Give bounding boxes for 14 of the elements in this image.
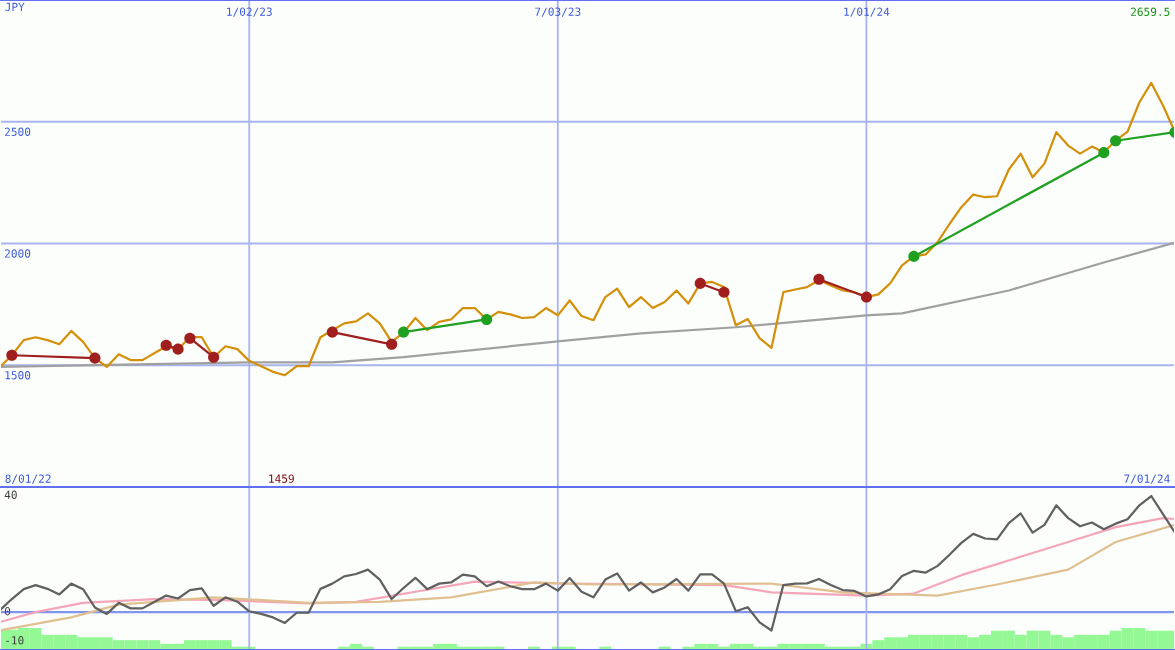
y-tick-label: -10 xyxy=(6,636,24,645)
annotation: 8/01/22 xyxy=(5,474,51,484)
y-tick-label: 0 xyxy=(4,607,11,616)
y-tick-label: 1500 xyxy=(5,371,31,380)
x-tick-label: 7/03/23 xyxy=(535,7,581,17)
y-tick-label: 2000 xyxy=(4,249,31,258)
y-tick-label: 40 xyxy=(4,490,17,499)
x-tick-label: 1/01/24 xyxy=(844,7,890,17)
y-axis-title: JPY xyxy=(5,2,25,12)
y-tick-label: 2500 xyxy=(4,127,31,136)
annotation: 1459 xyxy=(269,474,294,483)
x-tick-label: 1/02/23 xyxy=(227,7,272,17)
annotation: 7/01/24 xyxy=(1124,474,1170,484)
annotation: 2659.5 xyxy=(1130,7,1170,16)
